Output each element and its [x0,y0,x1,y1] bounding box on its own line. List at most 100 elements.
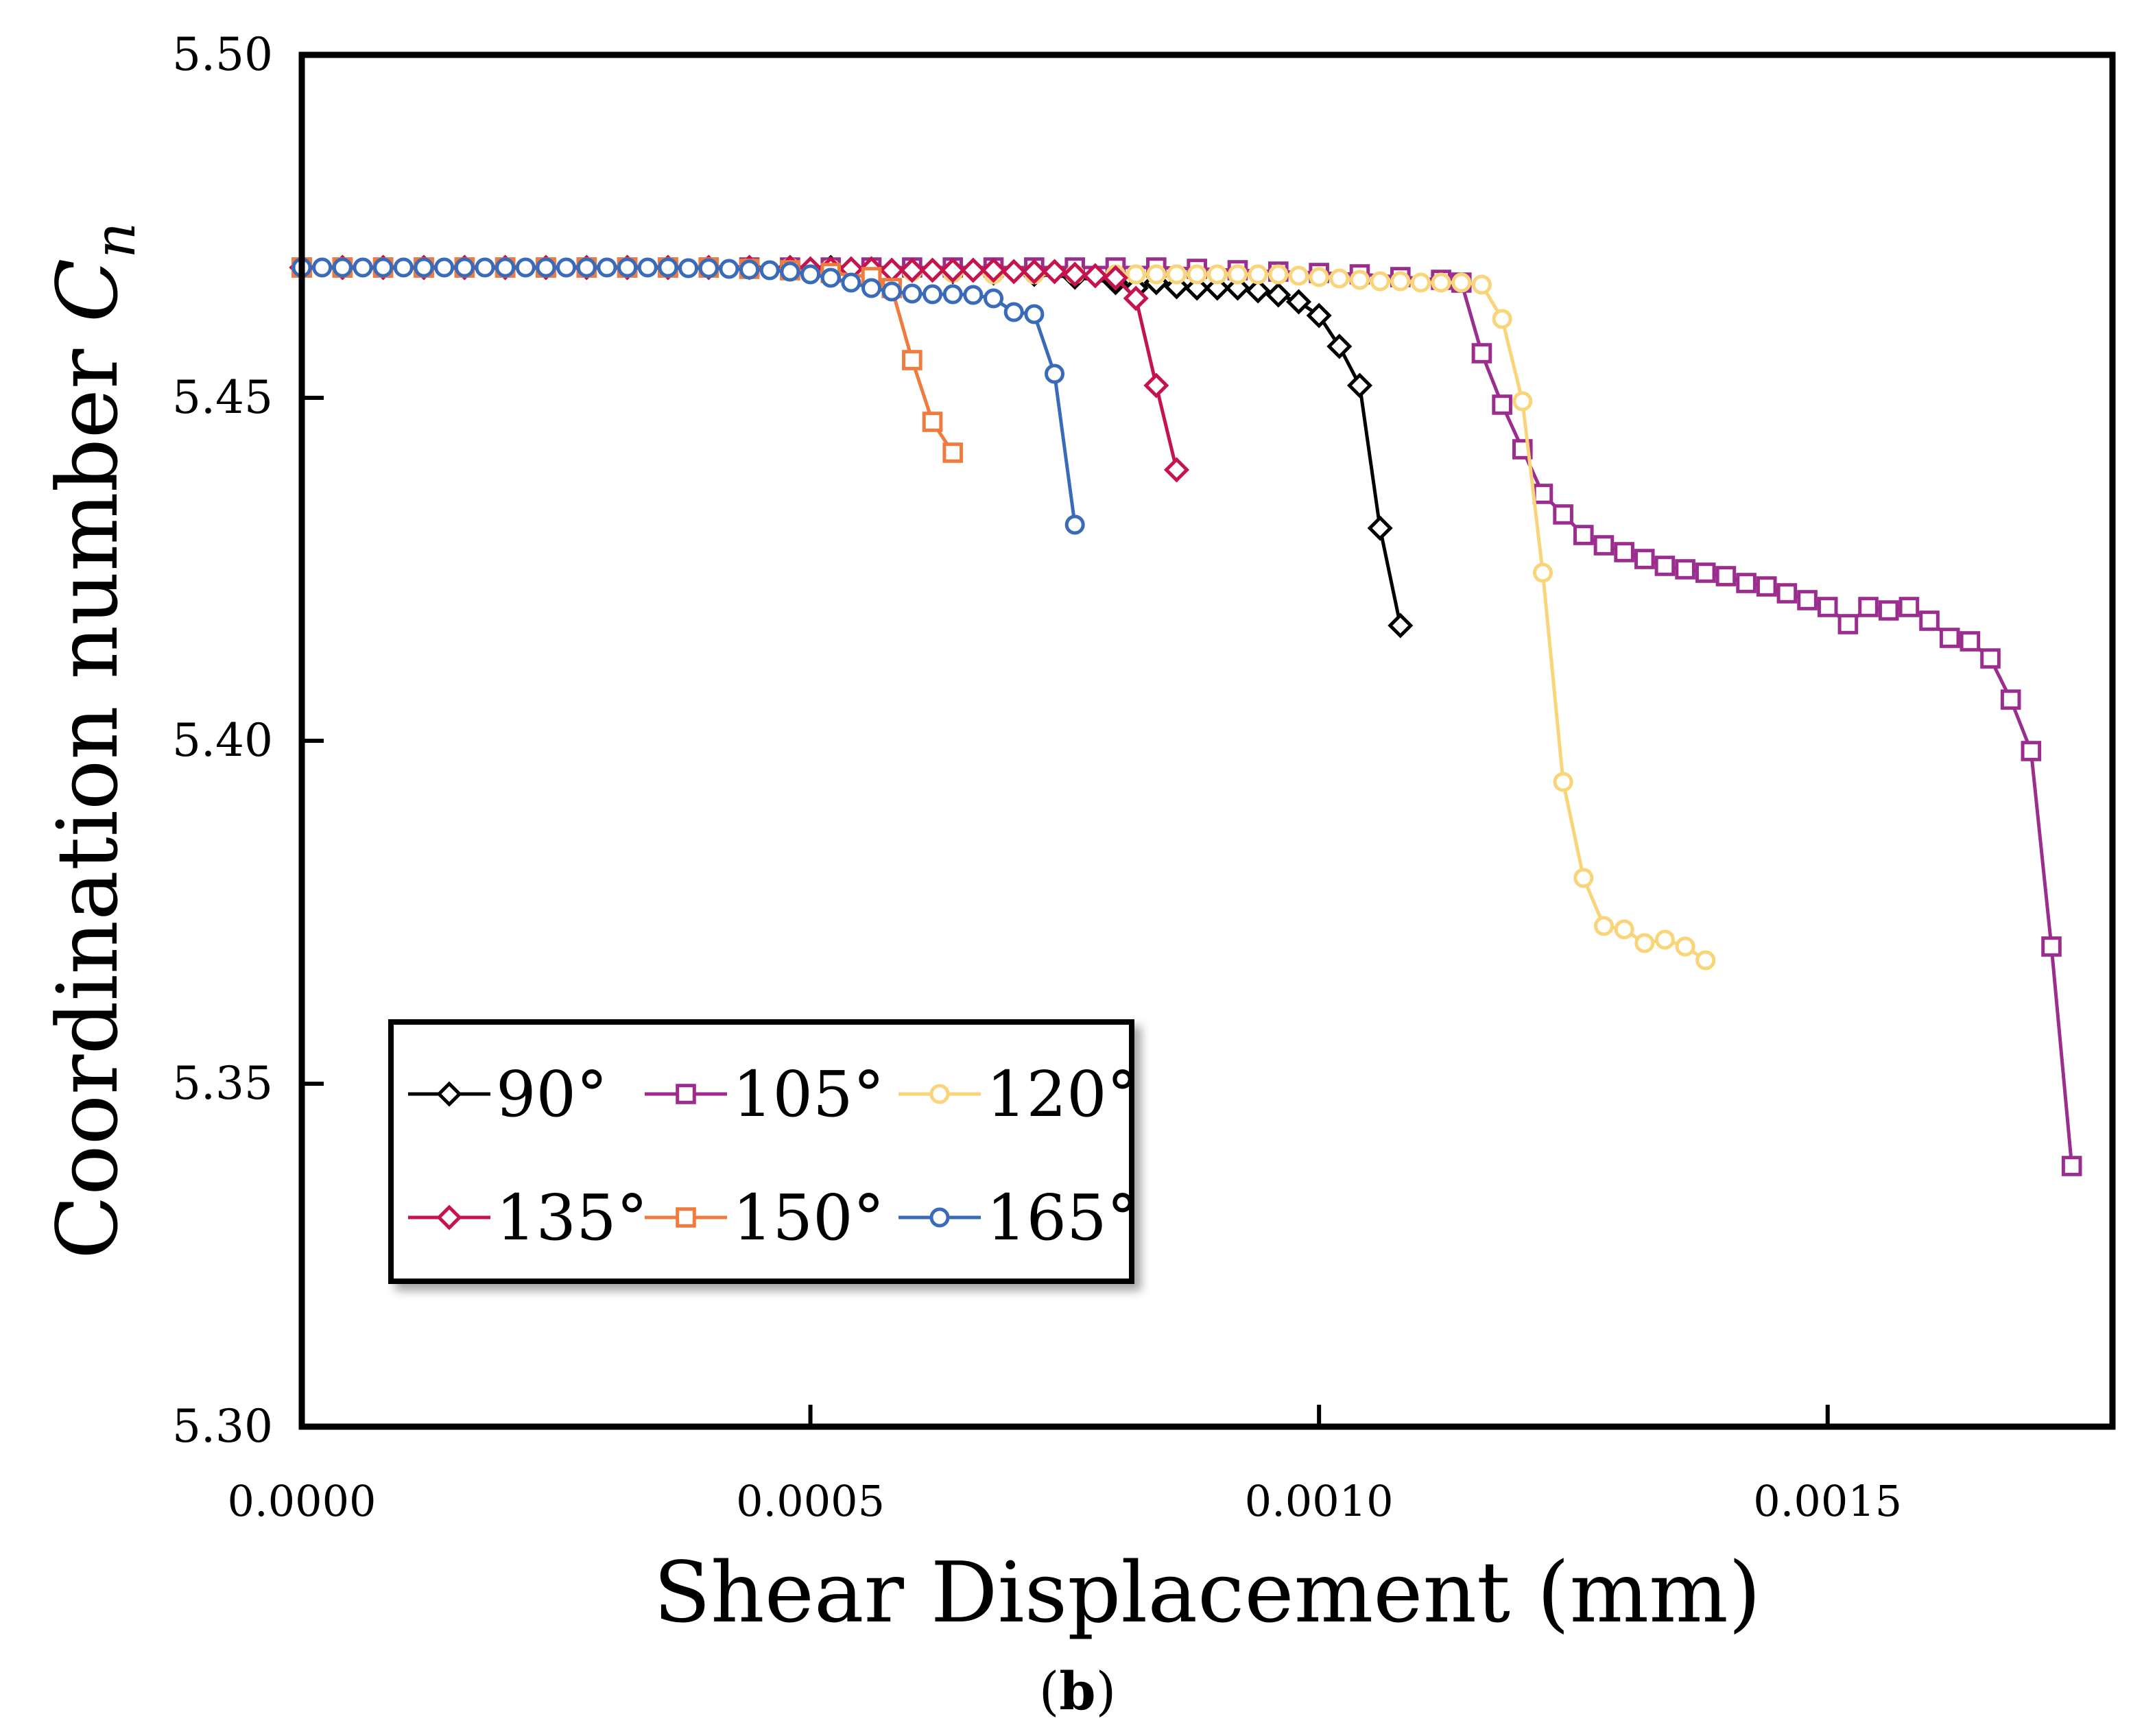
data-point [393,257,414,278]
panel-label: (b) [1039,1661,1116,1722]
data-point [759,260,780,281]
data-point [698,258,719,278]
data-point [414,257,434,278]
data-point [1431,272,1451,293]
x-axis-title: Shear Displacement (mm) [654,1544,1761,1641]
data-point [1492,394,1512,415]
legend-marker [436,1081,462,1107]
data-point [2041,936,2062,957]
data-point [920,257,946,283]
data-point [1390,271,1411,292]
data-point [1410,272,1431,293]
data-point [515,257,536,278]
legend-entry: 120° [898,1058,1139,1131]
legend-entry: 105° [645,1058,885,1131]
data-point [1126,264,1146,285]
data-point [942,442,964,463]
data-point [940,257,966,283]
data-point [1736,573,1757,593]
data-point [1024,304,1045,324]
legend-entries: 90° 105° 120° 135° 150° 165° [408,1058,1139,1255]
data-point [1634,933,1655,953]
series-1 [289,254,1414,639]
data-point [1532,562,1553,583]
legend-marker [929,1084,950,1104]
series-3 [291,257,1716,971]
data-point [556,257,577,278]
data-point [1512,391,1533,412]
data-point [475,257,495,278]
y-tick-label: 5.35 [172,1057,273,1110]
legend-label: 135° [496,1181,648,1255]
y-axis-ticks: 5.30 5.35 5.40 5.45 5.50 [172,28,324,1453]
data-point [1346,372,1373,399]
data-point [1062,261,1088,287]
legend-marker [676,1084,696,1104]
data-point [1123,285,1149,311]
legend-label: 90° [496,1058,608,1131]
data-point [1288,265,1309,286]
series-6 [291,257,1085,535]
data-point [881,281,902,302]
y-axis-title-subscript: n [83,222,148,259]
data-point [658,257,678,278]
data-point [719,259,739,279]
data-point [678,258,699,278]
legend-entry: 135° [408,1181,648,1255]
data-point [536,257,556,278]
data-point [1960,631,1981,652]
legend-entry: 90° [408,1058,608,1131]
data-point [1227,264,1248,285]
data-point [454,257,475,278]
data-point [597,257,617,278]
data-point [1064,514,1085,535]
data-point [434,257,455,278]
data-point [1675,936,1695,957]
data-point [981,257,1007,283]
data-point [922,412,943,432]
legend-entry: 165° [898,1181,1139,1255]
data-point [1163,457,1190,483]
data-point [2000,689,2021,710]
data-point [942,284,963,305]
data-point [1614,542,1634,562]
legend-marker [929,1207,950,1228]
y-axis-title-text: Coordination number [39,322,136,1259]
data-point [1146,264,1167,285]
data-point [1593,916,1614,936]
data-point [1367,515,1393,541]
data-point [922,284,943,305]
data-point [1756,576,1777,597]
data-point [1492,309,1512,329]
data-point [1471,343,1492,364]
y-axis-title-symbol: C [39,259,136,322]
data-point [1593,535,1615,556]
data-point [1184,275,1210,301]
data-point [1939,628,1960,648]
data-point [820,267,841,288]
data-point [1204,275,1230,301]
panel-label-open: ( [1039,1661,1060,1722]
data-point [1306,302,1332,329]
data-point [312,257,333,278]
data-point [373,257,394,278]
data-point [1265,282,1291,308]
data-point [1021,259,1047,285]
data-point [1817,597,1838,617]
data-point [902,350,922,370]
panel-label-close: ) [1096,1661,1117,1722]
series-line [302,265,1178,471]
data-point [1309,267,1329,287]
data-point [984,288,1004,309]
data-point [1614,919,1634,940]
y-tick-label: 5.50 [172,28,273,81]
data-point [879,257,905,283]
data-point [1082,263,1108,289]
x-tick-label: 0.0015 [1753,1476,1902,1526]
data-point [495,257,516,278]
data-point [1248,264,1268,285]
data-point [1102,265,1129,291]
series-layer [289,254,2082,1176]
data-point [1797,590,1818,610]
data-point [1919,610,1940,631]
